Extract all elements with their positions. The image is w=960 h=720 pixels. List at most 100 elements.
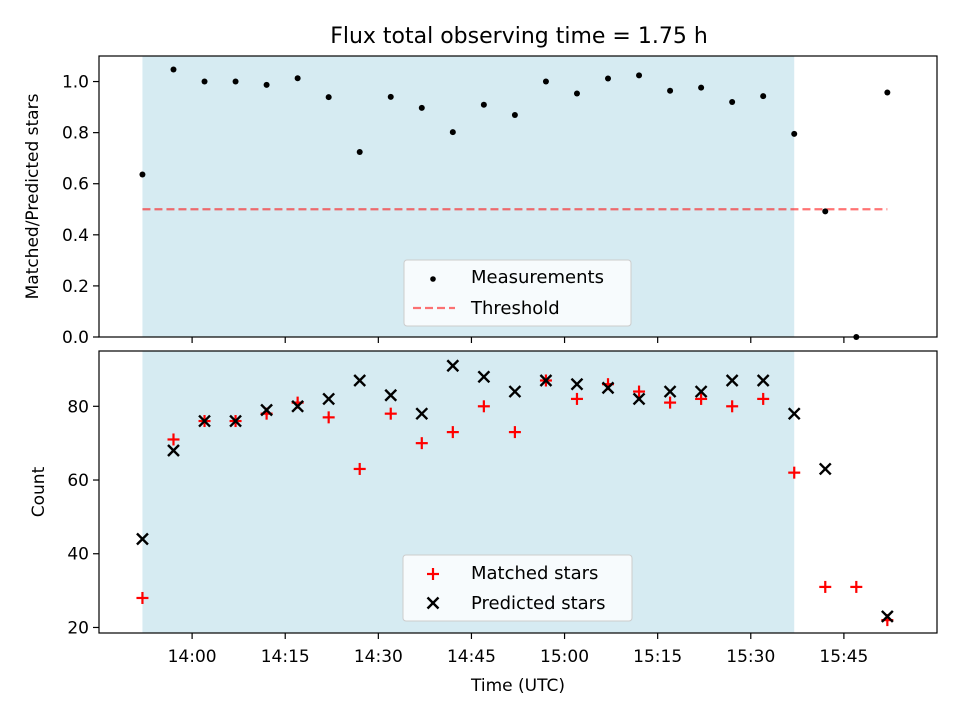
top-axes-frame xyxy=(98,55,938,338)
measurement-point xyxy=(170,66,177,73)
bottom-x-tick-label: 15:45 xyxy=(819,647,868,667)
matched-point xyxy=(508,426,521,439)
matched-point xyxy=(850,580,863,593)
legend-plus-glyph xyxy=(427,568,439,580)
predicted-point xyxy=(136,532,149,546)
bottom-x-tick-label: 15:00 xyxy=(540,647,589,667)
bottom-x-tick-label: 14:00 xyxy=(168,647,217,667)
measurement-point xyxy=(387,93,394,100)
bottom-axes-frame xyxy=(98,350,938,634)
measurement-point xyxy=(791,130,798,137)
predicted-point xyxy=(818,462,832,476)
predicted-point xyxy=(725,374,739,387)
legend-predicted-marker xyxy=(426,596,440,610)
measurement-points xyxy=(139,66,891,340)
measurement-point xyxy=(480,101,487,108)
top-ticks: 0.0 0.2 0.4 0.6 0.8 1.0 xyxy=(62,73,845,348)
bottom-ticks: 20 40 60 80 14:00 14:15 14:30 14:45 15:00 15:15 15… xyxy=(67,397,868,667)
bottom-y-axis-label: Count xyxy=(29,466,49,517)
predicted-point xyxy=(663,385,677,398)
predicted-point xyxy=(446,359,460,373)
bottom-legend-box xyxy=(402,554,633,622)
legend-measurements-label: Measurements xyxy=(471,267,604,288)
measurement-point xyxy=(573,90,580,97)
predicted-point xyxy=(756,374,770,387)
predicted-point xyxy=(477,370,491,384)
legend-matched-marker xyxy=(427,568,439,580)
bottom-y-tick-label: 60 xyxy=(67,471,89,491)
measurement-point xyxy=(201,78,208,85)
measurement-point xyxy=(760,93,767,100)
measurement-point xyxy=(729,98,736,105)
measurement-point xyxy=(698,84,705,91)
top-legend-box xyxy=(403,259,632,327)
predicted-point xyxy=(198,414,211,428)
bottom-x-tick-label: 15:15 xyxy=(633,647,682,667)
predicted-point xyxy=(384,388,398,402)
matched-point xyxy=(726,400,739,413)
count-points xyxy=(136,359,894,627)
bottom-legend: Matched stars Predicted stars xyxy=(402,554,633,622)
bottom-x-tick-label: 14:45 xyxy=(447,647,496,667)
bottom-panel: 20 40 60 80 14:00 14:15 14:30 14:45 15:00 15:15 15… xyxy=(29,350,938,696)
predicted-point xyxy=(322,392,336,406)
top-y-tick-label: 0.2 xyxy=(62,277,89,297)
matched-point xyxy=(353,462,366,475)
legend-measurements-marker xyxy=(430,276,436,282)
measurement-point xyxy=(294,75,301,82)
predicted-point xyxy=(539,374,553,387)
x-axis-label: Time (UTC) xyxy=(470,676,565,696)
matched-point xyxy=(695,392,708,405)
measurement-point xyxy=(418,104,425,111)
legend-matched-label: Matched stars xyxy=(471,563,598,584)
measurement-point xyxy=(636,72,643,79)
predicted-point xyxy=(167,444,180,457)
measurement-point xyxy=(822,208,829,215)
matched-point xyxy=(664,396,677,409)
bottom-x-tick-label: 14:30 xyxy=(354,647,403,667)
predicted-point xyxy=(229,414,242,428)
legend-predicted-label: Predicted stars xyxy=(471,593,605,614)
measurement-point xyxy=(511,112,518,119)
top-y-tick-label: 0.8 xyxy=(62,124,89,144)
bottom-y-tick-label: 20 xyxy=(67,618,89,638)
predicted-point xyxy=(694,385,708,398)
predicted-point xyxy=(260,403,273,417)
matched-point xyxy=(167,433,180,446)
top-y-axis-label: Matched/Predicted stars xyxy=(23,93,43,299)
measurement-point xyxy=(884,89,891,96)
bottom-y-tick-label: 40 xyxy=(67,545,89,565)
matched-point xyxy=(446,426,459,439)
legend-cross-glyph xyxy=(426,596,440,610)
matched-point xyxy=(415,437,428,450)
matched-point xyxy=(633,385,646,398)
top-y-tick-label: 1.0 xyxy=(62,73,89,93)
matched-point xyxy=(757,392,770,405)
measurement-point xyxy=(605,75,612,82)
matched-point xyxy=(384,407,397,420)
measurement-point xyxy=(667,87,674,94)
predicted-point xyxy=(632,392,646,406)
predicted-point xyxy=(787,407,801,421)
chart-title: Flux total observing time = 1.75 h xyxy=(330,24,708,49)
bottom-x-tick-label: 15:30 xyxy=(726,647,775,667)
matched-point xyxy=(570,392,583,405)
measurement-point xyxy=(542,78,549,85)
legend-threshold-label: Threshold xyxy=(470,298,560,319)
matched-point xyxy=(788,466,801,479)
bottom-y-tick-label: 80 xyxy=(67,397,89,417)
predicted-point xyxy=(415,407,429,421)
top-legend: Measurements Threshold xyxy=(403,259,632,327)
matched-point xyxy=(322,411,335,424)
predicted-point xyxy=(291,399,304,413)
top-y-tick-label: 0.4 xyxy=(62,226,89,246)
predicted-point xyxy=(880,610,894,623)
measurement-point xyxy=(356,149,363,156)
bottom-x-tick-label: 14:15 xyxy=(261,647,310,667)
top-panel: 0.0 0.2 0.4 0.6 0.8 1.0 Matched/Predicted sta… xyxy=(23,55,938,348)
measurement-point xyxy=(263,81,270,88)
matched-point xyxy=(136,591,149,604)
matched-point xyxy=(477,400,490,413)
predicted-point xyxy=(570,377,584,391)
predicted-point xyxy=(508,385,522,398)
